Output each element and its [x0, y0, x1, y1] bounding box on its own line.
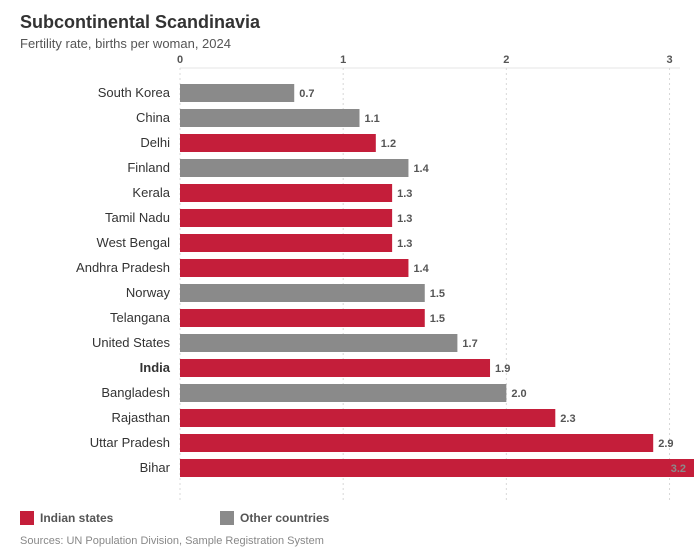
category-label-united-states: United States	[92, 335, 171, 350]
bar-west-bengal	[180, 234, 393, 252]
value-label-uttar-pradesh: 2.9	[658, 438, 673, 450]
value-label-south-korea: 0.7	[299, 88, 314, 100]
bar-andhra-pradesh	[180, 259, 409, 277]
value-label-bangladesh: 2.0	[511, 388, 526, 400]
x-tick-label: 3	[666, 54, 672, 66]
value-label-tamil-nadu: 1.3	[397, 213, 412, 225]
value-label-rajasthan: 2.3	[560, 413, 575, 425]
legend-label-other-countries: Other countries	[240, 511, 330, 525]
value-label-kerala: 1.3	[397, 188, 412, 200]
value-label-united-states: 1.7	[462, 338, 477, 350]
legend-item-other-countries: Other countries	[220, 510, 329, 526]
category-label-finland: Finland	[127, 160, 170, 175]
category-label-west-bengal: West Bengal	[97, 235, 171, 250]
bar-uttar-pradesh	[180, 434, 654, 452]
x-tick-label: 2	[503, 54, 509, 66]
chart-title: Subcontinental Scandinavia	[20, 12, 261, 32]
chart-subtitle: Fertility rate, births per woman, 2024	[20, 36, 231, 51]
value-label-norway: 1.5	[430, 288, 445, 300]
category-label-china: China	[136, 110, 171, 125]
bar-bihar	[180, 459, 694, 477]
category-label-telangana: Telangana	[110, 310, 171, 325]
legend-swatch-other-countries	[220, 511, 234, 525]
legend-swatch-indian-states	[20, 511, 34, 525]
category-label-delhi: Delhi	[140, 135, 170, 150]
value-label-telangana: 1.5	[430, 313, 445, 325]
bar-chart: 0 1 2 3 South Korea 0.7 China 1.1 Delhi 1.2 Finlan…	[76, 54, 694, 500]
category-label-uttar-pradesh: Uttar Pradesh	[90, 435, 170, 450]
bar-rajasthan	[180, 409, 556, 427]
bar-kerala	[180, 184, 393, 202]
bar-finland	[180, 159, 409, 177]
x-tick-label: 1	[340, 54, 346, 66]
legend-label-indian-states: Indian states	[40, 511, 114, 525]
value-label-finland: 1.4	[413, 163, 429, 175]
bar-norway	[180, 284, 425, 302]
source-note: Sources: UN Population Division, Sample …	[20, 535, 324, 547]
bar-telangana	[180, 309, 425, 327]
value-label-bihar: 3.2	[671, 463, 686, 475]
legend-item-indian-states: Indian states	[20, 510, 113, 526]
bar-china	[180, 109, 360, 127]
category-label-rajasthan: Rajasthan	[111, 410, 170, 425]
bar-delhi	[180, 134, 376, 152]
bar-united-states	[180, 334, 458, 352]
bar-india	[180, 359, 491, 377]
bar-south-korea	[180, 84, 295, 102]
category-label-tamil-nadu: Tamil Nadu	[105, 210, 170, 225]
x-tick-label: 0	[177, 54, 183, 66]
value-label-andhra-pradesh: 1.4	[413, 263, 429, 275]
category-label-south-korea: South Korea	[98, 85, 171, 100]
value-label-west-bengal: 1.3	[397, 238, 412, 250]
value-label-delhi: 1.2	[381, 138, 396, 150]
category-label-india: India	[140, 360, 171, 375]
value-label-china: 1.1	[364, 113, 379, 125]
category-label-bangladesh: Bangladesh	[101, 385, 170, 400]
category-label-andhra-pradesh: Andhra Pradesh	[76, 260, 170, 275]
category-label-kerala: Kerala	[132, 185, 170, 200]
category-label-norway: Norway	[126, 285, 171, 300]
bar-bangladesh	[180, 384, 507, 402]
bar-tamil-nadu	[180, 209, 393, 227]
value-label-india: 1.9	[495, 363, 510, 375]
category-label-bihar: Bihar	[140, 460, 171, 475]
